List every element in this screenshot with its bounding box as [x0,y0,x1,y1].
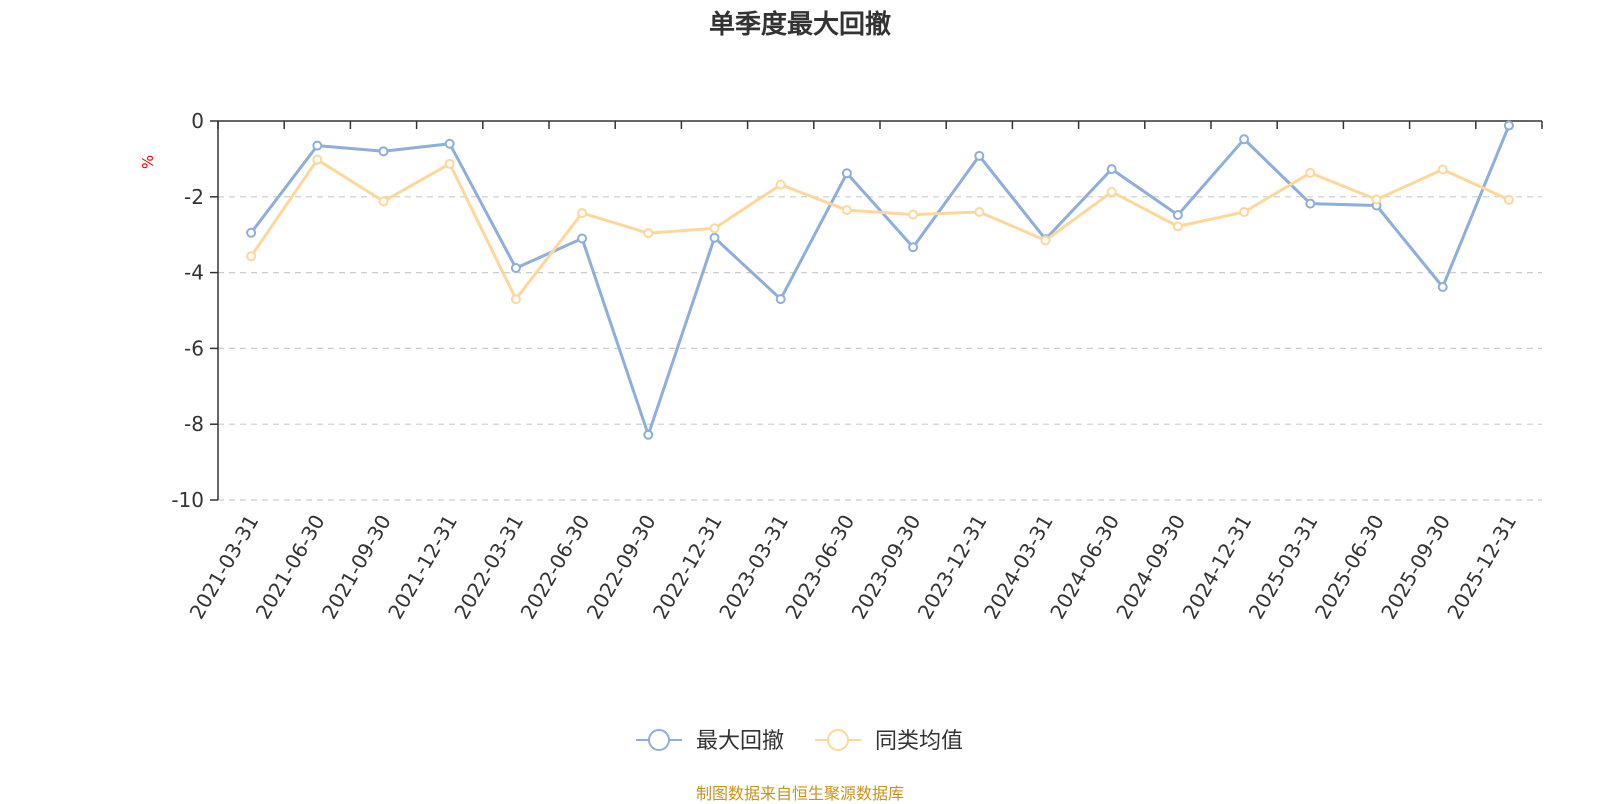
x-tick-label: 2025-06-30 [1310,511,1389,624]
x-tick-label: 2022-12-31 [648,511,727,624]
x-tick-label: 2023-06-30 [780,511,859,624]
x-tick-label: 2024-06-30 [1045,511,1124,624]
x-tick-label: 2023-12-31 [913,511,992,624]
y-axis-unit: % [139,155,157,169]
data-point-series-2 [1305,167,1316,178]
data-point-series-2 [709,223,720,234]
data-point-series-2 [974,206,985,217]
x-tick-label: 2025-09-30 [1376,511,1455,624]
data-point-series-1 [908,242,919,253]
data-point-series-2 [908,209,919,220]
data-point-series-2 [312,154,323,165]
data-point-series-2 [1437,164,1448,175]
y-tick-label: -4 [184,261,204,285]
x-tick-label: 2021-09-30 [317,511,396,624]
data-point-series-2 [444,158,455,169]
x-tick-label: 2024-03-31 [979,511,1058,624]
legend-label: 最大回撤 [696,729,784,754]
data-point-series-1 [510,263,521,274]
data-point-series-1 [1239,134,1250,145]
data-point-series-1 [378,146,389,157]
x-tick-label: 2024-09-30 [1111,511,1190,624]
data-point-series-2 [1503,194,1514,205]
x-tick-label: 2025-03-31 [1244,511,1323,624]
y-tick-label: -6 [184,336,204,360]
x-tick-label: 2022-09-30 [582,511,661,624]
x-tick-label: 2024-12-31 [1178,511,1257,624]
series-line-1 [249,124,1511,437]
x-tick-label: 2021-12-31 [383,511,462,624]
data-point-series-1 [841,168,852,179]
source-note: 制图数据来自恒生聚源数据库 [695,784,904,803]
data-point-series-2 [1040,235,1051,246]
data-point-series-1 [1106,164,1117,175]
data-point-series-1 [1503,120,1514,131]
x-tick-label: 2022-06-30 [516,511,595,624]
data-point-series-1 [312,140,323,151]
data-point-series-1 [643,429,654,440]
x-tick-label: 2025-12-31 [1442,511,1521,624]
data-point-series-1 [1172,209,1183,220]
legend-marker [648,729,670,751]
data-point-series-2 [577,208,588,219]
data-point-series-2 [775,179,786,190]
data-point-series-2 [246,251,257,262]
data-point-series-1 [1437,282,1448,293]
data-point-series-2 [378,196,389,207]
legend-label: 同类均值 [875,729,963,754]
data-point-series-1 [444,138,455,149]
data-point-series-1 [974,150,985,161]
data-point-series-2 [510,294,521,305]
data-point-series-2 [1371,194,1382,205]
x-tick-label: 2021-06-30 [251,511,330,624]
x-tick-label: 2023-03-31 [714,511,793,624]
x-tick-label: 2021-03-31 [185,511,264,624]
y-tick-label: 0 [191,109,204,133]
data-point-series-2 [841,205,852,216]
x-tick-label: 2023-09-30 [847,511,926,624]
data-point-series-2 [1172,221,1183,232]
y-tick-label: -2 [184,185,204,209]
data-point-series-1 [1305,198,1316,209]
y-tick-label: -8 [184,412,204,436]
legend-marker [827,729,849,751]
data-point-series-2 [643,228,654,239]
data-point-series-2 [1239,206,1250,217]
y-tick-label: -10 [171,488,204,512]
data-point-series-1 [577,233,588,244]
series-line-2 [249,158,1510,301]
data-point-series-1 [775,294,786,305]
chart-title: 单季度最大回撤 [708,10,891,40]
x-tick-label: 2022-03-31 [449,511,528,624]
data-point-series-1 [246,227,257,238]
data-point-series-1 [709,232,720,243]
data-point-series-2 [1106,186,1117,197]
